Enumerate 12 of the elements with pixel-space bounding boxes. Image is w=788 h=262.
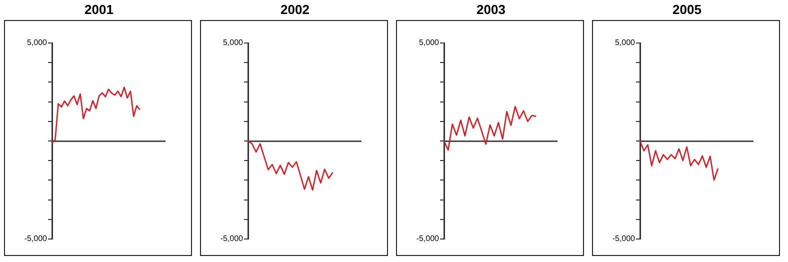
y-tick-label: -5,000 [24,234,48,244]
chart-title: 2005 [672,2,702,17]
y-tick-label: -5,000 [220,234,244,244]
chart-title: 2003 [476,2,506,17]
y-tick-label: -5,000 [612,234,636,244]
y-tick-label: 5,000 [222,38,244,48]
chart-title: 2002 [280,2,310,17]
y-tick-label: 5,000 [26,38,48,48]
y-tick-label: 5,000 [418,38,440,48]
chart-title: 2001 [84,2,114,17]
y-tick-label: -5,000 [416,234,440,244]
y-tick-label: 5,000 [614,38,636,48]
